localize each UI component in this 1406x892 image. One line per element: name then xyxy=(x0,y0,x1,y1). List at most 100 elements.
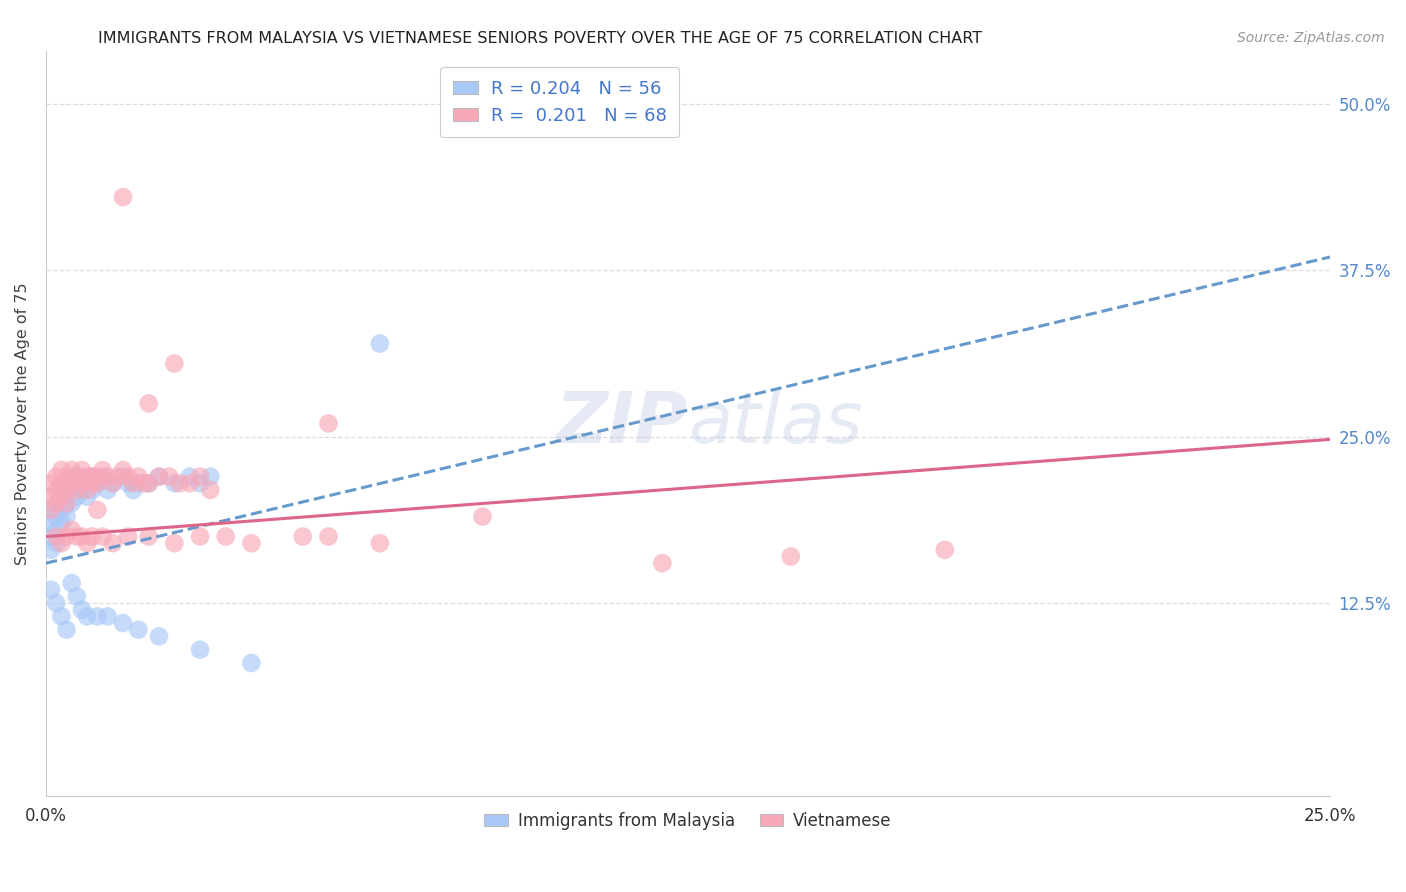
Point xyxy=(51,503,73,517)
Point xyxy=(66,469,89,483)
Point xyxy=(86,503,108,517)
Point xyxy=(66,590,89,604)
Point xyxy=(51,476,73,491)
Point xyxy=(66,529,89,543)
Point xyxy=(70,603,93,617)
Point xyxy=(157,469,180,483)
Point xyxy=(55,483,77,497)
Point xyxy=(318,417,340,431)
Text: ZIP: ZIP xyxy=(555,389,688,458)
Point xyxy=(45,596,67,610)
Point xyxy=(200,483,222,497)
Point xyxy=(51,609,73,624)
Point xyxy=(200,469,222,483)
Point xyxy=(82,483,104,497)
Point xyxy=(111,463,134,477)
Point xyxy=(66,490,89,504)
Point xyxy=(368,536,391,550)
Point xyxy=(55,496,77,510)
Point xyxy=(70,529,93,543)
Legend: Immigrants from Malaysia, Vietnamese: Immigrants from Malaysia, Vietnamese xyxy=(478,805,898,836)
Point xyxy=(368,336,391,351)
Point xyxy=(51,463,73,477)
Point xyxy=(66,476,89,491)
Text: atlas: atlas xyxy=(688,389,863,458)
Point xyxy=(97,483,120,497)
Point xyxy=(97,469,120,483)
Point xyxy=(55,496,77,510)
Point xyxy=(60,476,83,491)
Point xyxy=(76,469,98,483)
Point xyxy=(82,469,104,483)
Point xyxy=(70,483,93,497)
Y-axis label: Seniors Poverty Over the Age of 75: Seniors Poverty Over the Age of 75 xyxy=(15,282,30,565)
Point xyxy=(51,490,73,504)
Point xyxy=(179,469,201,483)
Point xyxy=(117,529,139,543)
Point xyxy=(127,469,149,483)
Point xyxy=(138,476,160,491)
Point xyxy=(148,629,170,643)
Point xyxy=(934,542,956,557)
Point xyxy=(51,516,73,531)
Point xyxy=(127,476,149,491)
Point xyxy=(215,529,238,543)
Point xyxy=(291,529,314,543)
Point xyxy=(138,529,160,543)
Point xyxy=(86,469,108,483)
Point xyxy=(117,469,139,483)
Point xyxy=(45,509,67,524)
Point xyxy=(60,523,83,537)
Point xyxy=(82,469,104,483)
Point xyxy=(163,476,186,491)
Point xyxy=(51,490,73,504)
Point xyxy=(122,476,145,491)
Point xyxy=(318,529,340,543)
Point xyxy=(188,469,211,483)
Point xyxy=(111,469,134,483)
Point xyxy=(188,529,211,543)
Point xyxy=(76,490,98,504)
Point xyxy=(76,609,98,624)
Point xyxy=(188,642,211,657)
Point xyxy=(60,483,83,497)
Point xyxy=(39,503,62,517)
Point xyxy=(76,483,98,497)
Point xyxy=(66,483,89,497)
Point xyxy=(240,536,263,550)
Point xyxy=(122,483,145,497)
Point xyxy=(138,476,160,491)
Point xyxy=(240,656,263,670)
Point xyxy=(51,536,73,550)
Point xyxy=(45,469,67,483)
Point xyxy=(55,623,77,637)
Point xyxy=(86,476,108,491)
Point xyxy=(39,503,62,517)
Point xyxy=(91,469,114,483)
Text: Source: ZipAtlas.com: Source: ZipAtlas.com xyxy=(1237,31,1385,45)
Point xyxy=(76,536,98,550)
Point xyxy=(39,529,62,543)
Point xyxy=(148,469,170,483)
Point xyxy=(60,576,83,591)
Point xyxy=(86,476,108,491)
Point xyxy=(82,529,104,543)
Point xyxy=(779,549,801,564)
Point xyxy=(111,190,134,204)
Point xyxy=(45,483,67,497)
Point xyxy=(91,529,114,543)
Point xyxy=(651,556,673,570)
Point xyxy=(91,463,114,477)
Point xyxy=(55,483,77,497)
Point xyxy=(111,615,134,630)
Point xyxy=(39,542,62,557)
Point xyxy=(70,476,93,491)
Point xyxy=(45,523,67,537)
Text: IMMIGRANTS FROM MALAYSIA VS VIETNAMESE SENIORS POVERTY OVER THE AGE OF 75 CORREL: IMMIGRANTS FROM MALAYSIA VS VIETNAMESE S… xyxy=(98,31,983,46)
Point xyxy=(55,469,77,483)
Point xyxy=(97,609,120,624)
Point xyxy=(45,496,67,510)
Point xyxy=(101,476,124,491)
Point xyxy=(70,469,93,483)
Point xyxy=(60,463,83,477)
